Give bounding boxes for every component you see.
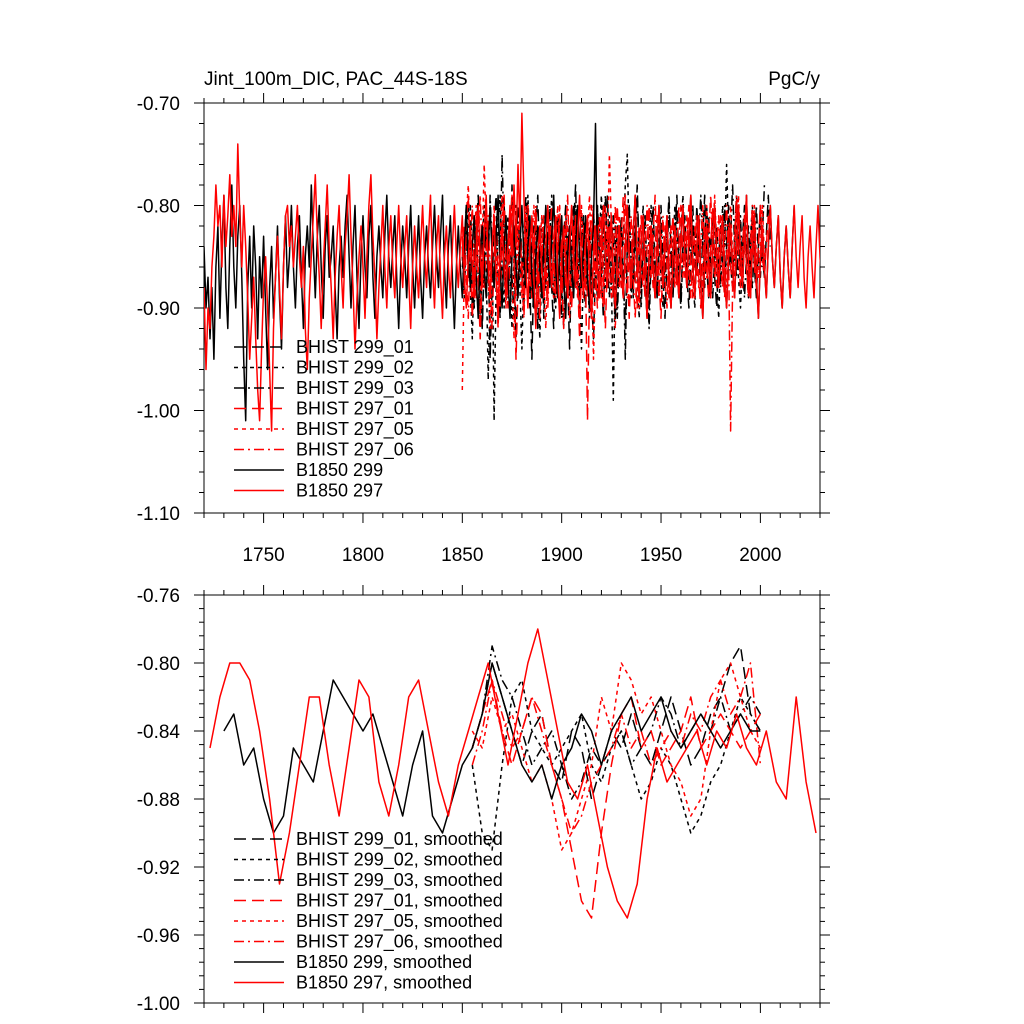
chart-title: Jint_100m_DIC, PAC_44S-18S (204, 69, 468, 90)
y-tick-label: -0.84 (137, 722, 181, 743)
legend-label: BHIST 297_06 (296, 440, 414, 461)
y-tick-label: -0.96 (137, 926, 180, 947)
legend-label: BHIST 297_05 (296, 419, 414, 440)
series-line-bhist-297-01-smoothed (471, 679, 762, 919)
x-tick-label: 1850 (441, 545, 483, 566)
legend-label: BHIST 297_06, smoothed (296, 932, 503, 953)
y-tick-label: -0.88 (137, 790, 180, 811)
x-tick-label: 1800 (342, 545, 384, 566)
series-line-b1850-299-smoothed (223, 662, 761, 834)
y-tick-label: -0.80 (137, 197, 180, 218)
top-panel: Jint_100m_DIC, PAC_44S-18S PgC/y 1750 180… (137, 69, 830, 566)
y-tick-label: -0.80 (137, 654, 180, 675)
x-tick-label: 1900 (541, 545, 583, 566)
series-line-b1850-297 (204, 112, 820, 432)
bottom-panel: -0.76 -0.80 -0.84 -0.88 -0.92 -0.96 -1.00 BHIST… (137, 585, 830, 1015)
legend-label: BHIST 299_03, smoothed (296, 870, 503, 891)
series-group (209, 628, 817, 919)
y-tick-label: -0.92 (137, 858, 180, 879)
chart-units: PgC/y (768, 69, 820, 90)
legend-label: BHIST 299_02, smoothed (296, 850, 503, 871)
legend-label: BHIST 299_01 (296, 337, 414, 358)
legend-label: BHIST 299_01, smoothed (296, 829, 503, 850)
y-tick-label: -0.76 (137, 586, 180, 607)
legend-label: B1850 299, smoothed (296, 952, 472, 972)
x-tick-label: 1950 (640, 545, 682, 566)
legend-label: BHIST 297_01, smoothed (296, 891, 503, 912)
series-line-bhist-299-03 (461, 153, 766, 360)
legend-label: BHIST 299_03 (296, 378, 414, 399)
y-tick-label: -0.90 (137, 299, 180, 320)
series-line-bhist-297-06-smoothed (471, 662, 762, 834)
series-group (204, 112, 820, 432)
y-tick-label: -1.10 (137, 504, 180, 525)
series-line-bhist-299-02-smoothed (471, 679, 762, 851)
y-tick-label: -1.00 (137, 402, 180, 423)
y-tick-label: -1.00 (137, 994, 180, 1015)
legend-label: BHIST 299_02 (296, 358, 414, 379)
legend-label: B1850 299 (296, 460, 383, 480)
legend-label: BHIST 297_01 (296, 399, 414, 420)
y-tick-label: -0.70 (137, 94, 180, 115)
legend-label: B1850 297, smoothed (296, 973, 472, 993)
legend-label: B1850 297 (296, 481, 383, 501)
x-tick-label: 1750 (242, 545, 284, 566)
x-tick-label: 2000 (739, 545, 781, 566)
series-line-b1850-297-smoothed (209, 628, 817, 919)
series-line-bhist-297-05-smoothed (471, 662, 762, 851)
legend-label: BHIST 297_05, smoothed (296, 911, 503, 932)
